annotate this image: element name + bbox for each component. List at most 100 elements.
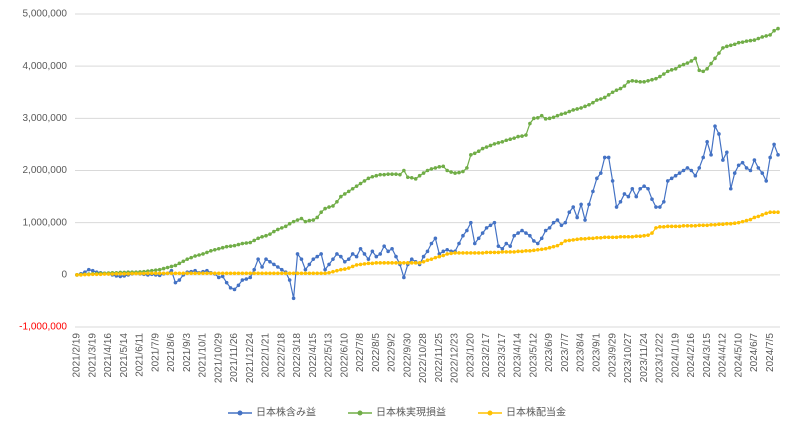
- x-tick-label: 2022/6/10: [339, 333, 350, 378]
- data-point: [772, 210, 776, 215]
- data-point: [161, 271, 166, 276]
- data-point: [146, 271, 150, 276]
- data-point: [740, 219, 745, 224]
- data-point: [240, 271, 245, 276]
- data-point: [752, 38, 757, 42]
- data-point: [224, 271, 229, 276]
- x-tick-label: 2022/11/25: [434, 333, 445, 383]
- data-point: [272, 271, 276, 276]
- data-point: [669, 68, 674, 72]
- data-point: [90, 272, 95, 277]
- data-point: [492, 220, 497, 225]
- data-point: [169, 268, 174, 273]
- data-point: [193, 271, 197, 276]
- data-point: [252, 267, 257, 272]
- data-point: [276, 271, 280, 276]
- data-point: [496, 141, 501, 145]
- data-point: [276, 265, 280, 269]
- data-point: [220, 271, 225, 276]
- data-point: [654, 205, 658, 209]
- data-point: [665, 224, 670, 229]
- data-point: [622, 84, 627, 88]
- x-tick-label: 2022/1/21: [261, 333, 272, 378]
- data-point: [311, 218, 316, 222]
- data-point: [354, 254, 359, 259]
- data-point: [248, 275, 253, 280]
- data-point: [681, 223, 686, 228]
- data-point: [378, 172, 383, 177]
- x-tick-label: 2021/5/14: [119, 333, 130, 378]
- data-point: [453, 171, 457, 175]
- data-point: [520, 249, 524, 254]
- data-point: [429, 241, 434, 246]
- data-point: [283, 224, 288, 229]
- x-tick-label: 2023/4/14: [513, 333, 524, 378]
- data-point: [173, 263, 178, 268]
- data-point: [610, 90, 615, 95]
- data-point: [598, 97, 603, 101]
- data-point: [662, 225, 666, 229]
- data-point: [461, 251, 465, 255]
- data-point: [469, 251, 473, 255]
- data-point: [323, 206, 327, 211]
- data-point: [677, 224, 682, 229]
- data-point: [713, 56, 717, 61]
- data-point: [500, 246, 505, 251]
- x-tick-label: 2023/11/24: [639, 333, 650, 383]
- data-point: [776, 26, 780, 31]
- data-point: [669, 224, 674, 229]
- data-point: [90, 268, 95, 273]
- data-point: [362, 252, 367, 256]
- data-point: [685, 223, 690, 228]
- data-point: [193, 268, 197, 273]
- data-point: [366, 257, 371, 261]
- data-point: [354, 184, 359, 188]
- data-point: [457, 170, 461, 175]
- data-point: [413, 177, 418, 181]
- data-point: [327, 205, 331, 209]
- data-point: [480, 251, 485, 255]
- data-point: [327, 270, 331, 275]
- data-point: [516, 231, 520, 235]
- data-point: [437, 165, 442, 169]
- data-point: [630, 186, 635, 191]
- data-point: [157, 271, 162, 276]
- data-point: [567, 238, 572, 243]
- data-point: [299, 216, 304, 221]
- data-point: [138, 271, 142, 276]
- data-point: [555, 243, 560, 248]
- data-point: [224, 244, 229, 249]
- data-point: [728, 186, 733, 191]
- data-point: [662, 200, 666, 204]
- data-point: [532, 116, 536, 121]
- data-point: [626, 80, 631, 84]
- data-point: [709, 61, 713, 66]
- data-point: [177, 271, 182, 276]
- data-point: [776, 210, 780, 215]
- data-point: [602, 235, 607, 240]
- data-point: [579, 106, 583, 110]
- data-point: [504, 250, 509, 254]
- data-point: [370, 261, 375, 266]
- data-point: [626, 194, 631, 199]
- data-point: [331, 204, 335, 208]
- data-point: [555, 113, 560, 118]
- data-point: [693, 223, 698, 228]
- data-point: [370, 249, 375, 254]
- data-point: [602, 155, 607, 160]
- x-tick-label: 2021/10/29: [213, 333, 224, 383]
- data-point: [508, 250, 513, 254]
- data-point: [390, 261, 394, 265]
- data-point: [559, 241, 564, 246]
- data-point: [185, 257, 190, 261]
- data-point: [413, 261, 418, 265]
- y-tick-label: 4,000,000: [23, 61, 68, 72]
- data-point: [398, 172, 402, 177]
- data-point: [94, 272, 99, 277]
- data-point: [524, 231, 528, 235]
- data-point: [760, 171, 765, 175]
- data-point: [201, 252, 205, 256]
- data-point: [327, 262, 331, 267]
- data-point: [429, 257, 434, 261]
